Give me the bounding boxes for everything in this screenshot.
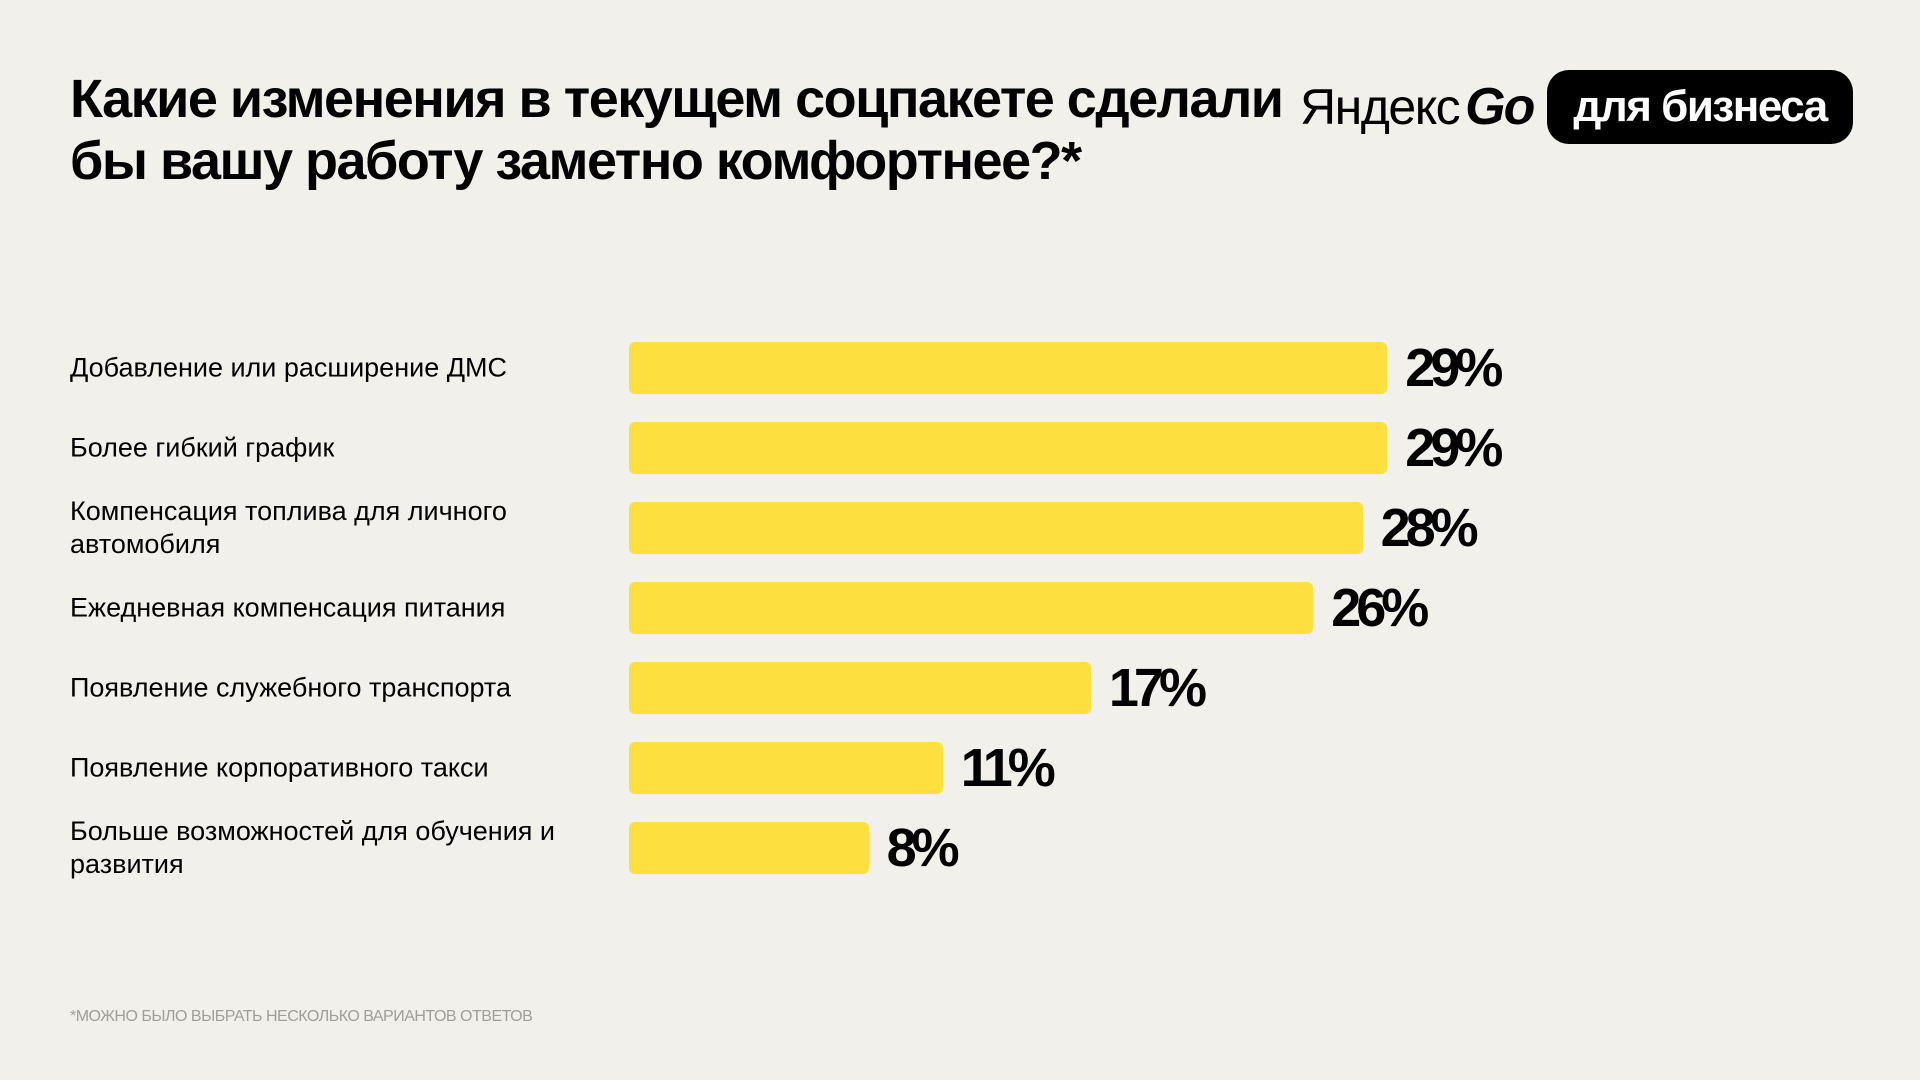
category-label: Появление служебного транспорта <box>70 672 511 703</box>
bar <box>629 662 1091 714</box>
logo-brand: Яндекс <box>1300 79 1461 135</box>
bar <box>629 822 869 874</box>
logo-product: Go <box>1465 78 1535 136</box>
value-label: 17% <box>1108 658 1207 718</box>
category-label: Добавление или расширение ДМС <box>70 352 507 383</box>
category-label: Больше возможностей для обучения и разви… <box>70 816 555 879</box>
value-label: 29% <box>1405 418 1503 478</box>
bar <box>629 342 1388 394</box>
chart-title: Какие изменения в текущем соцпакете сдел… <box>70 69 1284 191</box>
bar <box>629 422 1388 474</box>
category-label: Более гибкий график <box>70 432 335 463</box>
logo: Яндекс Go для бизнеса <box>1300 70 1853 144</box>
value-label: 29% <box>1405 338 1503 398</box>
bar <box>629 742 943 794</box>
value-label: 26% <box>1331 578 1429 638</box>
bar <box>629 582 1314 634</box>
value-label: 28% <box>1380 498 1479 558</box>
bar <box>629 502 1363 554</box>
logo-badge: для бизнеса <box>1547 70 1853 144</box>
value-label: 11% <box>960 738 1056 798</box>
category-label: Появление корпоративного такси <box>70 752 489 783</box>
footnote: *МОЖНО БЫЛО ВЫБРАТЬ НЕСКОЛЬКО ВАРИАНТОВ … <box>70 1008 533 1025</box>
value-label: 8% <box>886 818 960 878</box>
category-label: Компенсация топлива для личного автомоби… <box>70 496 507 559</box>
category-label: Ежедневная компенсация питания <box>70 592 506 623</box>
